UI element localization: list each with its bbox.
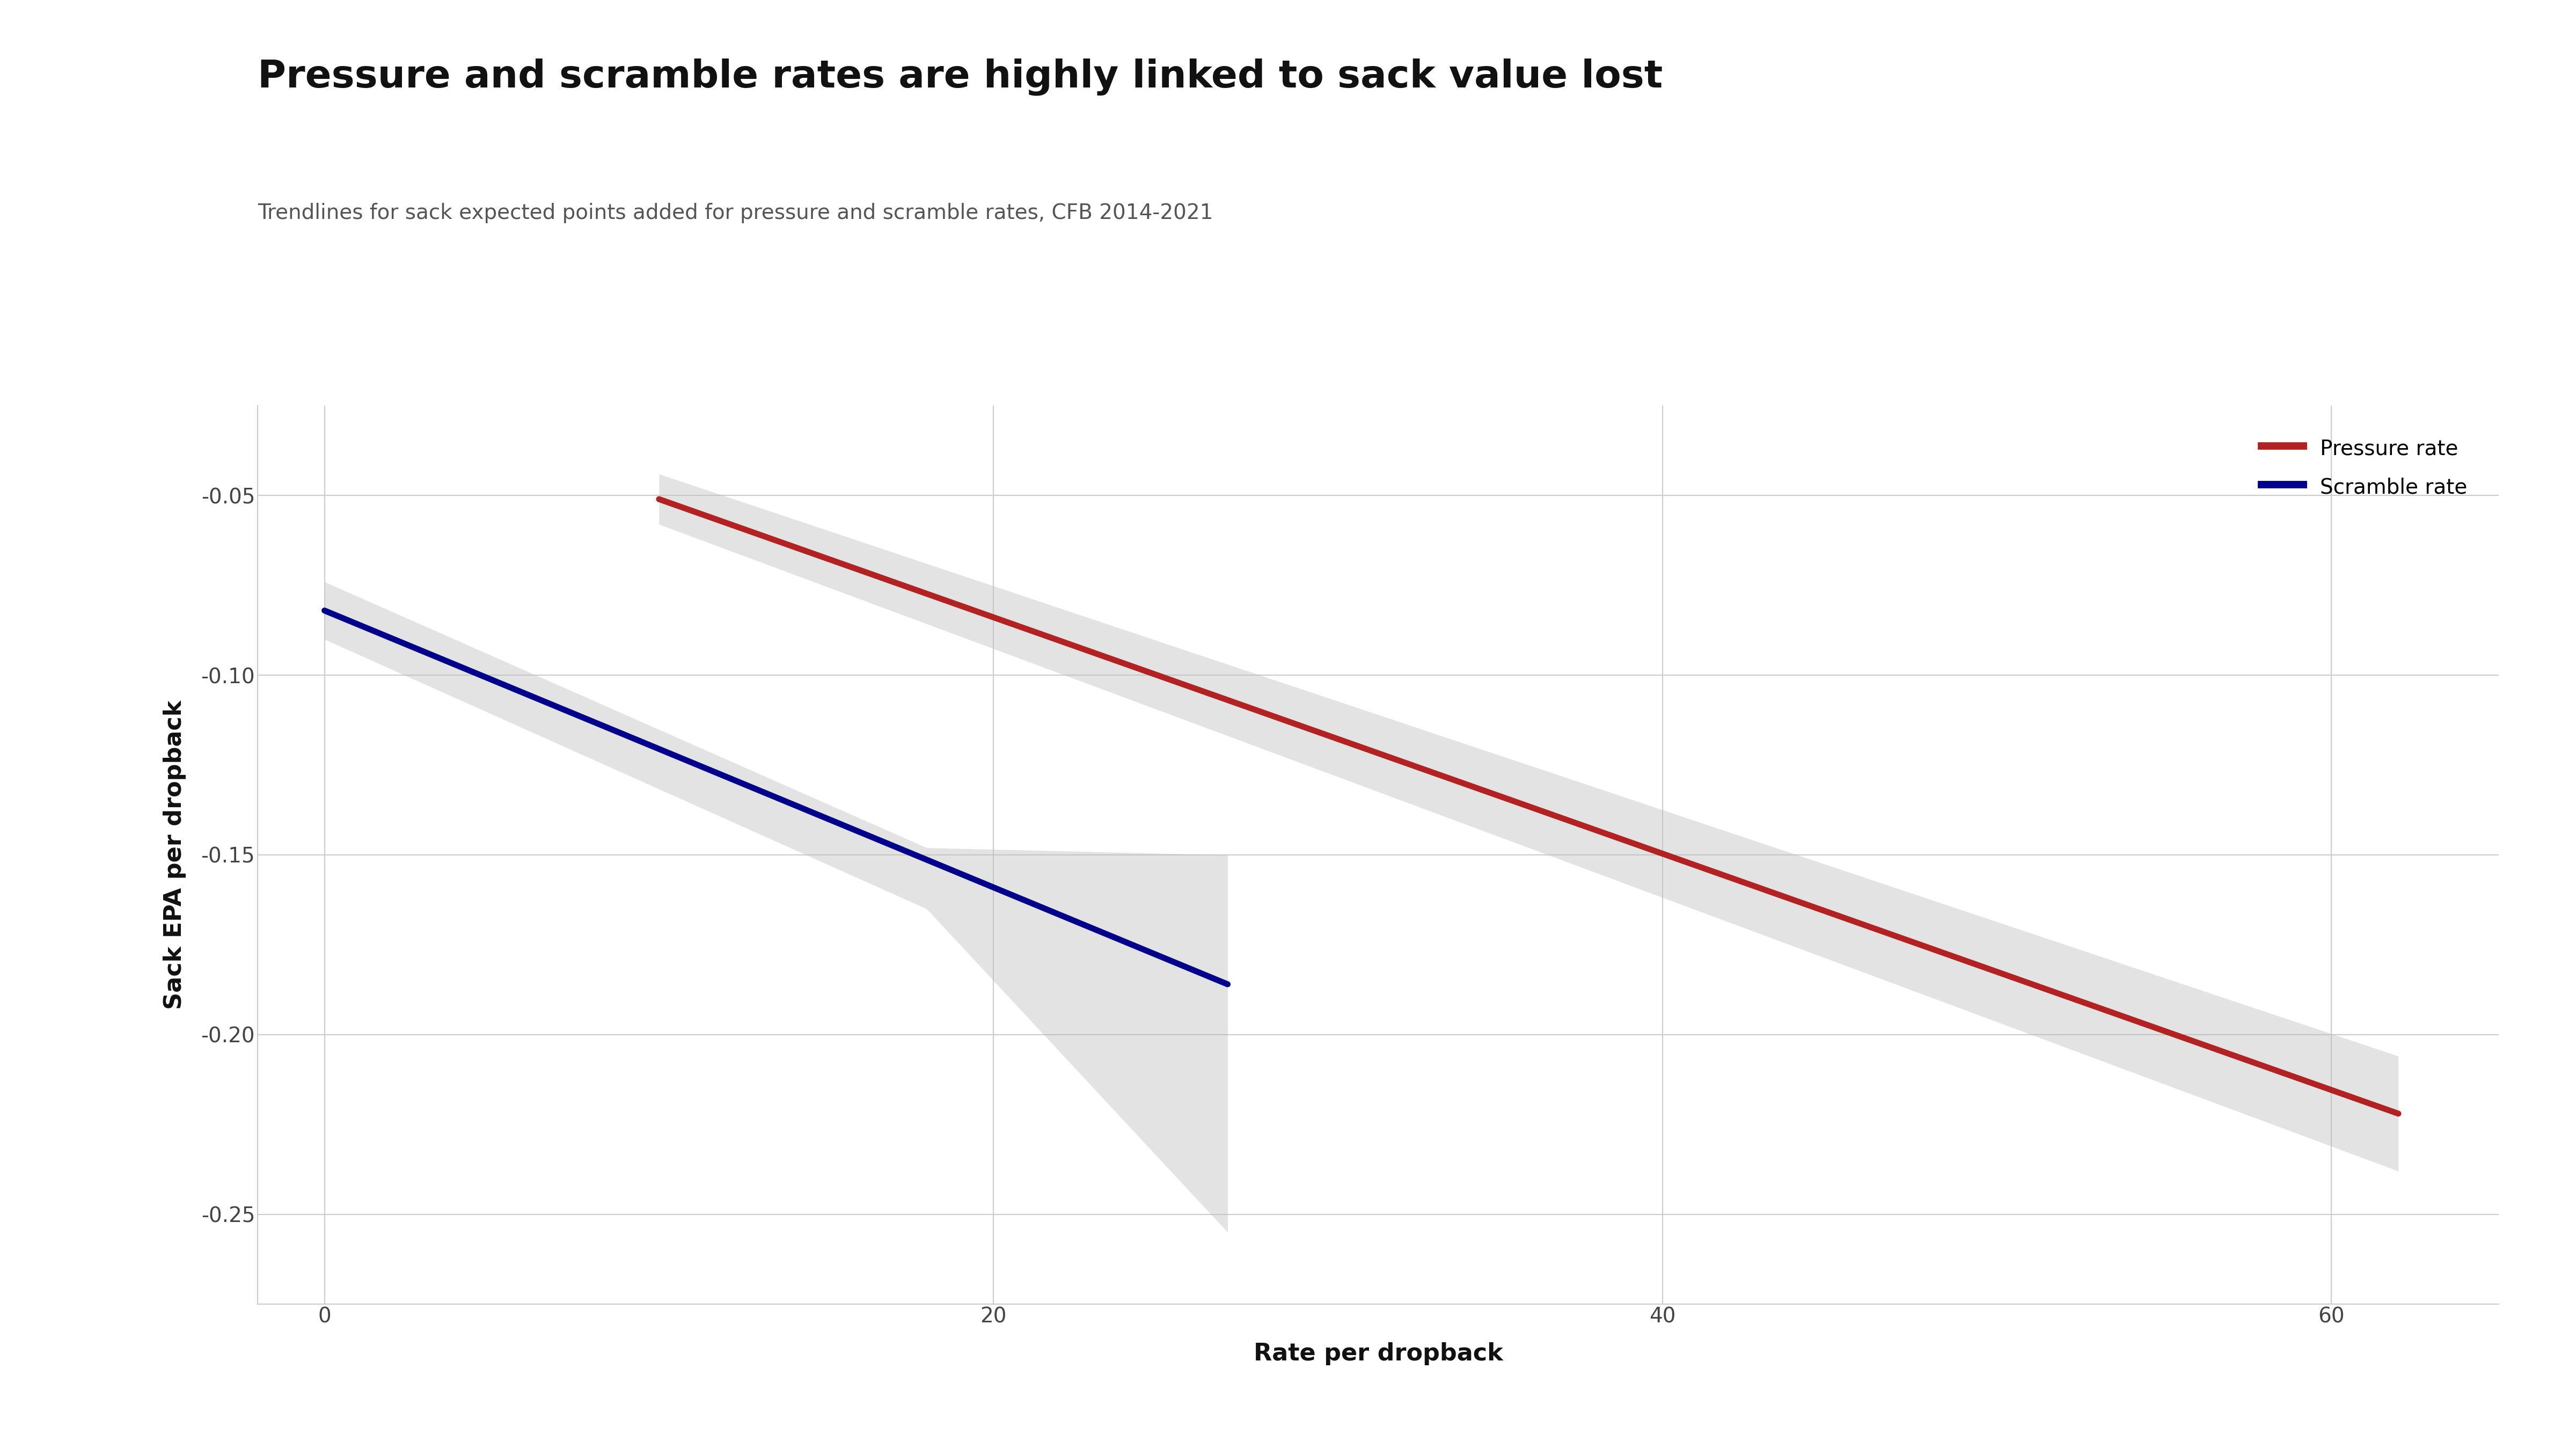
Text: Trendlines for sack expected points added for pressure and scramble rates, CFB 2: Trendlines for sack expected points adde… — [258, 203, 1213, 223]
Legend: Pressure rate, Scramble rate: Pressure rate, Scramble rate — [2241, 416, 2488, 519]
Y-axis label: Sack EPA per dropback: Sack EPA per dropback — [162, 700, 185, 1010]
X-axis label: Rate per dropback: Rate per dropback — [1255, 1342, 1502, 1365]
Text: Pressure and scramble rates are highly linked to sack value lost: Pressure and scramble rates are highly l… — [258, 58, 1662, 96]
